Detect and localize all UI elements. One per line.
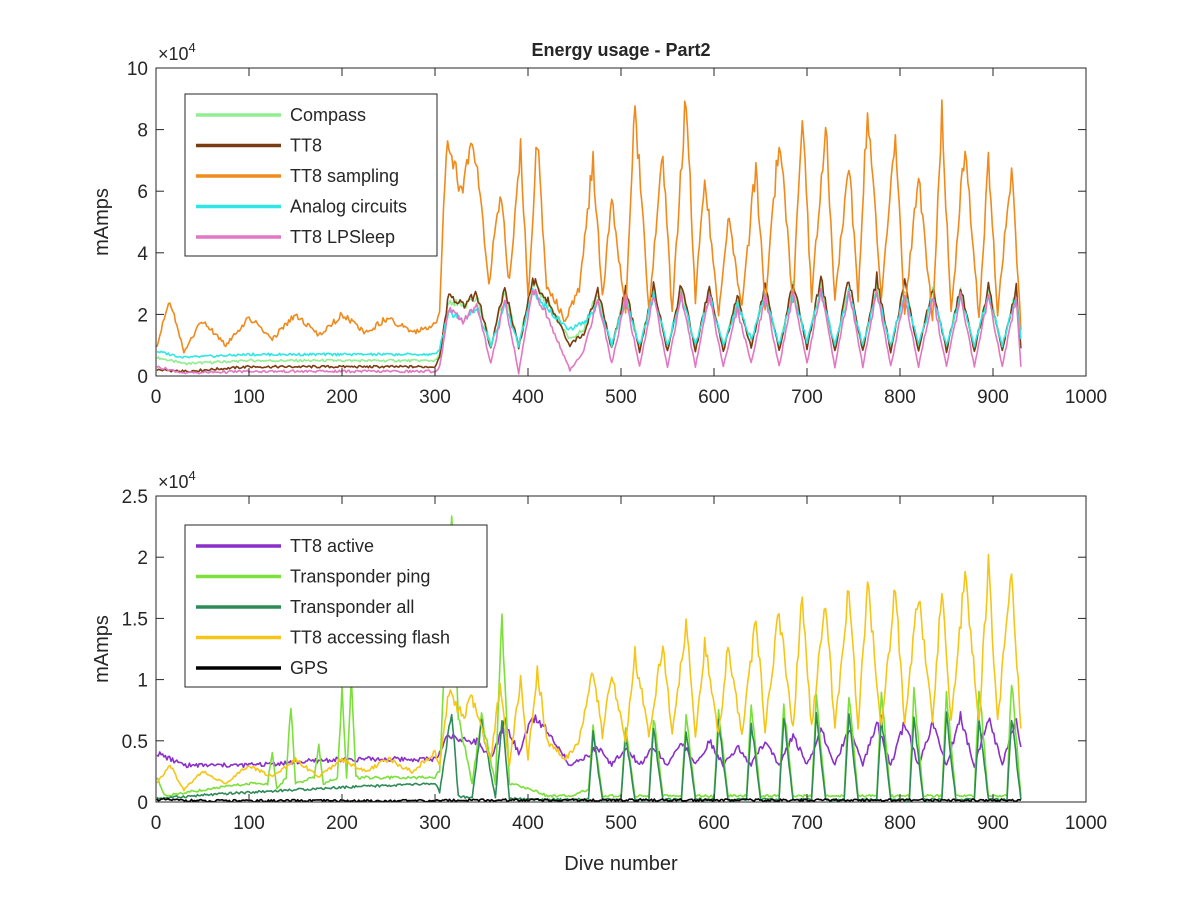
legend: Compass TT8 TT8 sampling Analog circuits TT8… xyxy=(184,93,438,257)
x-tick-label: 300 xyxy=(419,387,451,408)
legend-label: GPS xyxy=(290,658,328,678)
y-axis-label: mAmps xyxy=(91,188,113,256)
legend-label: Compass xyxy=(290,105,366,125)
x-tick-label: 100 xyxy=(233,387,265,408)
series-line-gps xyxy=(156,797,1022,802)
series-line-tt8-accessing-flash xyxy=(156,553,1022,792)
y-exponent-power: 4 xyxy=(189,40,196,55)
y-tick-label: 2 xyxy=(137,548,148,569)
x-tick-label: 900 xyxy=(977,387,1009,408)
x-tick-label: 400 xyxy=(512,813,544,834)
legend-label: TT8 xyxy=(290,136,322,156)
x-tick-label: 200 xyxy=(326,813,358,834)
series-line-tt8-lpsleep xyxy=(156,287,1022,375)
y-tick-label: 2 xyxy=(137,305,148,326)
y-axis-label: mAmps xyxy=(91,615,113,683)
x-tick-label: 0 xyxy=(151,387,162,408)
x-tick-label: 1000 xyxy=(1065,813,1107,834)
x-tick-label: 400 xyxy=(512,387,544,408)
series-group xyxy=(156,515,1022,802)
y-tick-label: 8 xyxy=(137,121,148,142)
top-axes-panel: 0 100 200 300 400 500 600 700 800 900 10000246810×… xyxy=(91,40,1107,408)
x-tick-label: 300 xyxy=(419,813,451,834)
series-group xyxy=(156,99,1022,375)
y-tick-label: 1.5 xyxy=(122,609,148,630)
x-tick-label: 100 xyxy=(233,813,265,834)
x-tick-label: 800 xyxy=(884,813,916,834)
figure-title: Energy usage - Part2 xyxy=(531,40,710,60)
legend-label: Analog circuits xyxy=(290,197,407,217)
legend-label: TT8 accessing flash xyxy=(290,628,450,648)
y-tick-label: 4 xyxy=(137,244,148,265)
legend-label: Transponder all xyxy=(290,597,414,617)
x-tick-label: 600 xyxy=(698,387,730,408)
series-line-tt8 xyxy=(156,271,1022,374)
x-tick-label: 200 xyxy=(326,387,358,408)
legend-label: TT8 LPSleep xyxy=(290,227,395,247)
y-exponent-power: 4 xyxy=(189,468,196,483)
y-tick-label: 0.5 xyxy=(122,732,148,753)
x-tick-label: 700 xyxy=(791,813,823,834)
series-line-tt8-active xyxy=(156,710,1022,769)
bottom-axes-panel: 0 100 200 300 400 500 600 700 800 900 1000 0 0.5 1 1.5… xyxy=(91,468,1107,875)
series-line-tt8-sampling xyxy=(156,99,1022,354)
x-tick-label: 800 xyxy=(884,387,916,408)
x-axis-label: Dive number xyxy=(564,853,678,875)
x-tick-label: 0 xyxy=(151,813,162,834)
legend-label: Transponder ping xyxy=(290,567,430,587)
y-tick-label: 1 xyxy=(137,671,148,692)
x-tick-label: 900 xyxy=(977,813,1009,834)
legend-label: TT8 sampling xyxy=(290,166,399,186)
x-tick-label: 700 xyxy=(791,387,823,408)
y-tick-label: 0 xyxy=(137,367,148,388)
y-tick-label: 10 xyxy=(127,59,148,80)
legend: TT8 active Transponder ping Transponder al… xyxy=(184,524,488,688)
x-tick-label: 600 xyxy=(698,813,730,834)
x-tick-label: 1000 xyxy=(1065,387,1107,408)
x-tick-label: 500 xyxy=(605,387,637,408)
legend-label: TT8 active xyxy=(290,536,374,556)
x-tick-label: 500 xyxy=(605,813,637,834)
y-tick-label: 2.5 xyxy=(122,487,148,508)
y-tick-label: 0 xyxy=(137,793,148,814)
y-tick-label: 6 xyxy=(137,182,148,203)
